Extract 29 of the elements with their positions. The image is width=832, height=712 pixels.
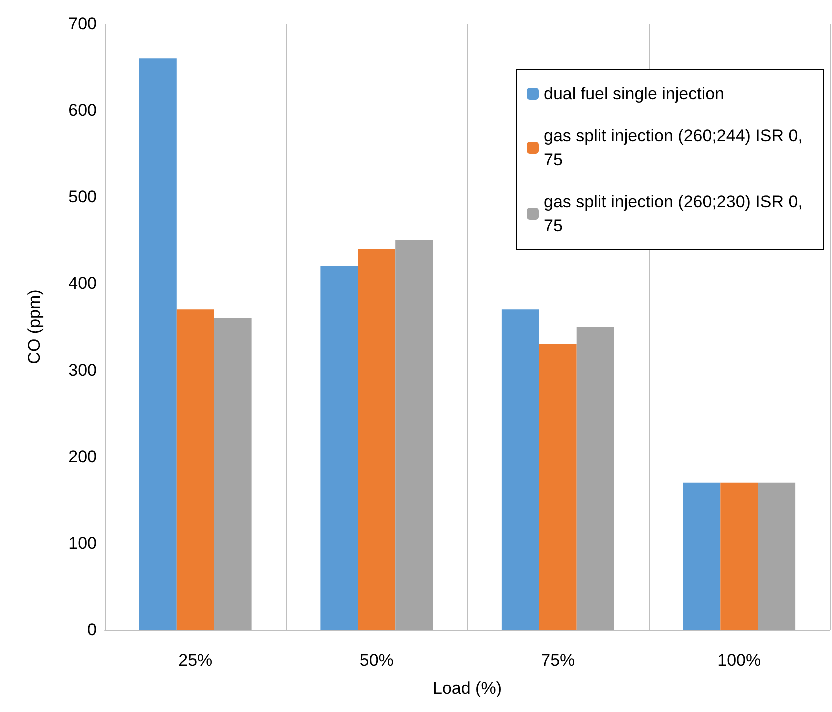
bar — [214, 318, 252, 630]
bar — [396, 240, 434, 630]
y-tick-label: 600 — [68, 101, 97, 120]
bar — [502, 310, 540, 630]
y-tick-label: 100 — [68, 534, 97, 553]
y-tick-label: 200 — [68, 447, 97, 466]
bar — [320, 266, 358, 630]
y-axis-title: CO (ppm) — [25, 290, 44, 364]
y-tick-label: 500 — [68, 188, 97, 207]
bar — [358, 249, 396, 630]
legend-label: dual fuel single injection — [544, 84, 725, 104]
x-axis-title: Load (%) — [433, 679, 502, 698]
legend-label: gas split injection (260;244) ISR 0,75 — [544, 126, 803, 170]
y-tick-label: 300 — [68, 360, 97, 380]
bar — [539, 344, 577, 630]
x-tick-label: 100% — [718, 651, 762, 670]
y-tick-label: 400 — [68, 274, 97, 294]
x-tick-label: 50% — [360, 651, 394, 670]
legend-label: gas split injection (260;230) ISR 0,75 — [544, 192, 803, 236]
bar — [720, 482, 758, 630]
bar — [139, 58, 177, 630]
y-tick-label: 700 — [68, 14, 97, 34]
x-tick-label: 25% — [178, 651, 213, 670]
bar — [576, 327, 614, 630]
y-tick-label: 0 — [88, 620, 97, 640]
bar — [176, 310, 214, 630]
bar — [758, 482, 796, 630]
bar — [683, 482, 721, 630]
x-tick-label: 75% — [541, 651, 576, 670]
